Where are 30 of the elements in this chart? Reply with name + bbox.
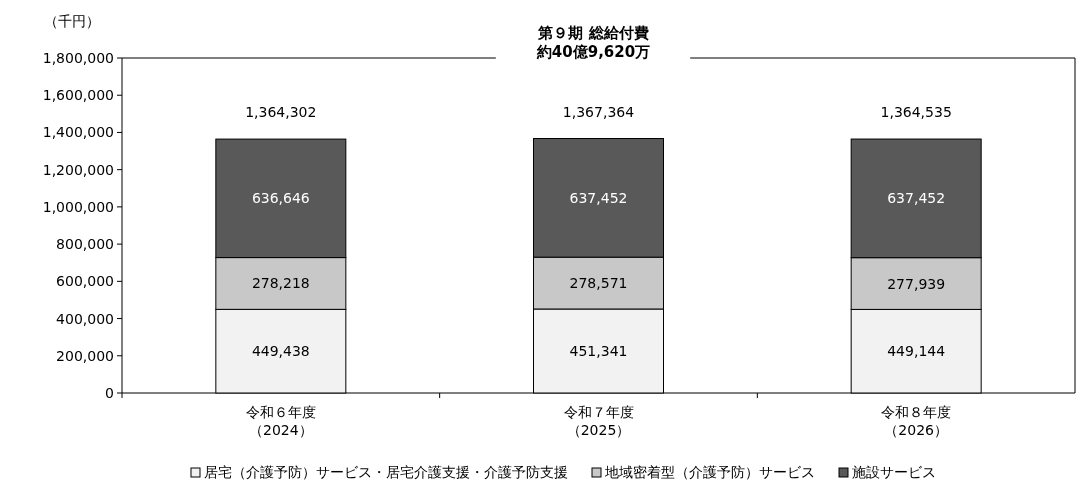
x-tick-label: 令和８年度（2026） [881, 404, 952, 438]
y-tick-label: 400,000 [56, 310, 114, 327]
data-label: 277,939 [887, 275, 946, 292]
data-label: 278,571 [569, 275, 628, 292]
total-label: 1,367,364 [562, 103, 635, 120]
x-tick-label: 令和７年度（2025） [563, 404, 634, 438]
chart-title: 第９期 総給付費約40億9,620万 [535, 24, 651, 61]
y-tick-label: 1,200,000 [42, 161, 114, 178]
data-label: 636,646 [251, 190, 310, 207]
legend-label: 居宅（介護予防）サービス・居宅介護支援・介護予防支援 [204, 464, 568, 480]
data-label: 449,438 [251, 343, 310, 360]
y-tick-label: 200,000 [56, 347, 114, 364]
y-tick-label: 1,400,000 [42, 124, 114, 141]
total-label: 1,364,535 [880, 104, 952, 121]
y-tick-label: 800,000 [56, 236, 114, 253]
y-axis-title: （千円） [44, 13, 100, 29]
y-tick-label: 1,800,000 [42, 50, 114, 66]
y-tick-label: 0 [105, 385, 114, 401]
legend-label: 地域密着型（介護予防）サービス [604, 464, 815, 480]
legend-label: 施設サービス [852, 464, 936, 480]
y-tick-label: 1,000,000 [42, 198, 114, 215]
x-tick-label: 令和６年度（2024） [245, 404, 316, 438]
data-label: 449,144 [887, 343, 946, 360]
data-label: 637,452 [569, 189, 628, 206]
y-tick-label: 1,600,000 [42, 87, 114, 104]
y-tick-label: 600,000 [56, 273, 114, 290]
data-label: 451,341 [569, 343, 628, 359]
data-label: 278,218 [251, 275, 310, 292]
total-label: 1,364,302 [245, 104, 317, 121]
data-label: 637,452 [887, 190, 946, 207]
